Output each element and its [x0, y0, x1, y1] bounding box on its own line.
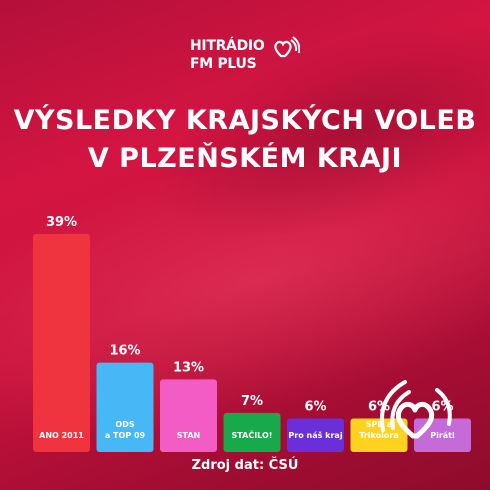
title-line-1: VÝSLEDKY KRAJSKÝCH VOLEB: [13, 105, 477, 136]
logo-line-1: HITRÁDIO: [190, 38, 265, 54]
category-label-1-0: ODS: [115, 420, 134, 429]
category-label-3-0: STAČILO!: [232, 429, 273, 440]
bar-0: [33, 234, 90, 452]
bar-1: [96, 362, 154, 452]
category-label-5-0: SPD a: [366, 420, 392, 429]
page-title: VÝSLEDKY KRAJSKÝCH VOLEB V PLZEŇSKÉM KRA…: [0, 102, 490, 178]
value-label-2: 13%: [173, 360, 204, 375]
heart-radio-icon: [274, 36, 300, 58]
logo-line-2: FM PLUS: [190, 56, 257, 72]
title-line-2: V PLZEŇSKÉM KRAJI: [87, 143, 403, 174]
data-source: Zdroj dat: ČSÚ: [191, 458, 299, 473]
value-label-0: 39%: [46, 215, 77, 230]
category-label-0-0: ANO 2011: [39, 431, 84, 440]
value-label-1: 16%: [109, 344, 140, 359]
value-label-4: 6%: [304, 399, 326, 414]
category-label-6-0: Piráti: [430, 431, 455, 440]
value-label-3: 7%: [241, 394, 263, 409]
station-logo: HITRÁDIO FM PLUS: [190, 36, 310, 78]
bar-2: [160, 379, 217, 452]
bar-4: [287, 418, 344, 452]
category-label-2-0: STAN: [177, 431, 200, 440]
heart-radio-watermark-icon: [380, 380, 452, 439]
category-label-5-1: Trikolora: [359, 431, 398, 440]
bar-3: [223, 412, 281, 452]
category-label-1-1: a TOP 09: [105, 431, 146, 440]
category-label-4-0: Pro náš kraj: [288, 430, 342, 440]
